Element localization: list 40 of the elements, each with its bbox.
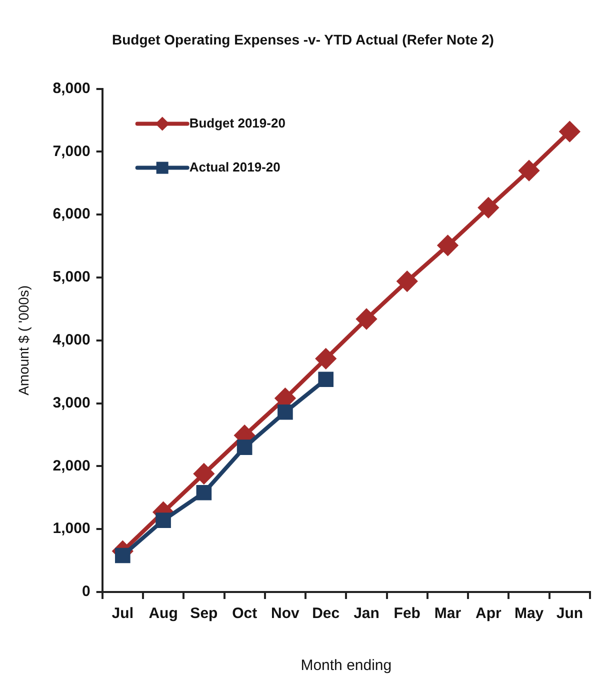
x-tick-label: May [514,605,544,622]
point [397,271,418,292]
point [194,464,214,484]
y-tick-label: 0 [82,583,90,600]
point [236,440,252,455]
point [356,309,376,330]
point [156,512,171,528]
y-tick-label: 3,000 [52,394,90,412]
point [438,235,458,256]
x-tick-label: Mar [434,605,462,622]
point [115,548,130,564]
legend-label: Budget 2019-20 [189,115,286,130]
point [278,404,293,420]
x-tick-label: Apr [475,605,502,622]
x-tick-label: Aug [148,605,178,622]
point [316,348,336,369]
y-tick-label: 4,000 [52,332,90,349]
x-tick-label: Jul [112,605,134,622]
y-tick-label: 7,000 [52,142,90,160]
x-tick-label: Jan [354,605,380,622]
x-tick-label: Dec [312,605,340,622]
x-tick-label: Feb [394,605,420,622]
x-tick-label: Jun [556,605,584,622]
y-tick-label: 6,000 [52,206,90,223]
point [196,484,212,500]
y-tick-label: 1,000 [52,520,90,538]
x-tick-label: Sep [190,605,218,622]
point [478,198,498,218]
point [318,372,334,388]
x-axis-title: Month ending [300,657,392,674]
y-tick-label: 8,000 [52,80,90,97]
y-tick-label: 5,000 [52,268,90,286]
point [560,122,580,142]
y-axis-title: Amount $ ( '000s) [15,285,32,396]
x-tick-label: Nov [271,605,300,622]
x-tick-label: Oct [232,605,258,622]
chart-title: Budget Operating Expenses -v- YTD Actual (Refer Note 2) [112,31,494,48]
legend-label: Actual 2019-20 [189,159,280,174]
y-tick-label: 2,000 [52,457,90,474]
point [519,160,540,181]
